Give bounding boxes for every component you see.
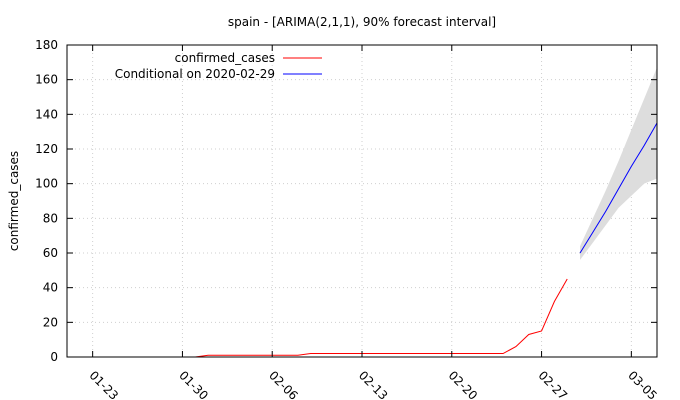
- x-tick-label: 02-20: [446, 368, 481, 400]
- forecast-interval-band: [580, 67, 657, 260]
- y-tick-label: 180: [35, 38, 58, 52]
- legend-label: confirmed_cases: [175, 51, 275, 65]
- x-tick-label: 02-06: [266, 368, 301, 400]
- grid-lines: [67, 45, 657, 357]
- y-axis-label: confirmed_cases: [7, 151, 21, 251]
- y-tick-label: 0: [50, 350, 58, 364]
- y-tick-label: 40: [43, 281, 58, 295]
- y-tick-label: 120: [35, 142, 58, 156]
- forecast-interval-layer: [580, 67, 657, 260]
- axis-ticks: 0 20 40 60 80 100 120 140 160 180 01-23 01-30 02-06 0…: [35, 38, 660, 400]
- x-tick-label: 02-27: [535, 368, 570, 400]
- y-tick-label: 80: [43, 211, 58, 225]
- legend: confirmed_cases Conditional on 2020-02-29: [115, 51, 322, 81]
- y-tick-label: 20: [43, 315, 58, 329]
- legend-label: Conditional on 2020-02-29: [115, 67, 275, 81]
- x-tick-label: 02-13: [356, 368, 391, 400]
- y-tick-label: 140: [35, 107, 58, 121]
- y-tick-label: 160: [35, 73, 58, 87]
- x-tick-label: 01-30: [176, 368, 211, 400]
- x-tick-label: 03-05: [625, 368, 660, 400]
- series-line-0: [195, 278, 568, 358]
- x-tick-label: 01-23: [87, 368, 122, 400]
- y-tick-label: 100: [35, 177, 58, 191]
- y-tick-label: 60: [43, 246, 58, 260]
- chart-title: spain - [ARIMA(2,1,1), 90% forecast inte…: [228, 15, 496, 29]
- series-layer: [195, 122, 658, 358]
- series-line-1: [579, 122, 658, 254]
